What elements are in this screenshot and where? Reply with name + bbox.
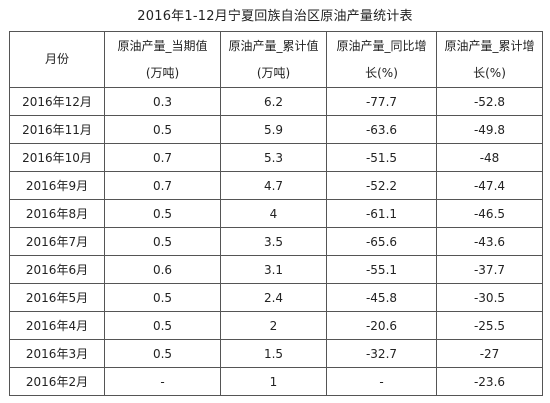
table-row: 2016年8月 0.5 4 -61.1 -46.5 (9, 199, 543, 228)
header-yoy-growth-line2: 长(%) (365, 65, 398, 80)
cell-month: 2016年8月 (9, 199, 105, 228)
cell-yoy-growth: -55.1 (326, 255, 437, 284)
table-row: 2016年6月 0.6 3.1 -55.1 -37.7 (9, 255, 543, 284)
cell-month: 2016年7月 (9, 227, 105, 256)
cell-cumulative-growth: -25.5 (436, 311, 543, 340)
cell-cumulative-growth: -27 (436, 339, 543, 368)
header-month-label: 月份 (44, 52, 69, 66)
table-row: 2016年11月 0.5 5.9 -63.6 -49.8 (9, 115, 543, 144)
cell-month: 2016年4月 (9, 311, 105, 340)
table-row: 2016年5月 0.5 2.4 -45.8 -30.5 (9, 283, 543, 312)
cell-cumulative-value: 5.9 (220, 115, 327, 144)
cell-cumulative-growth: -43.6 (436, 227, 543, 256)
table-row: 2016年10月 0.7 5.3 -51.5 -48 (9, 143, 543, 172)
table-row: 2016年9月 0.7 4.7 -52.2 -47.4 (9, 171, 543, 200)
cell-cumulative-value: 6.2 (220, 87, 327, 116)
table-row: 2016年4月 0.5 2 -20.6 -25.5 (9, 311, 543, 340)
cell-current-value: 0.5 (104, 115, 221, 144)
cell-cumulative-growth: -48 (436, 143, 543, 172)
cell-month: 2016年10月 (9, 143, 105, 172)
cell-cumulative-growth: -46.5 (436, 199, 543, 228)
header-yoy-growth-line1: 原油产量_同比增 (336, 38, 427, 53)
cell-cumulative-value: 4 (220, 199, 327, 228)
cell-cumulative-value: 4.7 (220, 171, 327, 200)
cell-yoy-growth: -45.8 (326, 283, 437, 312)
cell-yoy-growth: -65.6 (326, 227, 437, 256)
cell-month: 2016年5月 (9, 283, 105, 312)
cell-cumulative-growth: -37.7 (436, 255, 543, 284)
cell-yoy-growth: -51.5 (326, 143, 437, 172)
cell-month: 2016年3月 (9, 339, 105, 368)
cell-cumulative-value: 3.5 (220, 227, 327, 256)
cell-cumulative-value: 1 (220, 367, 327, 396)
header-cumulative-growth-line2: 长(%) (473, 65, 506, 80)
cell-yoy-growth: -52.2 (326, 171, 437, 200)
header-current-value-line1: 原油产量_当期值 (117, 38, 208, 53)
cell-current-value: - (104, 367, 221, 396)
cell-current-value: 0.5 (104, 311, 221, 340)
cell-month: 2016年12月 (9, 87, 105, 116)
header-yoy-growth: 原油产量_同比增 长(%) (326, 31, 437, 88)
cell-yoy-growth: -63.6 (326, 115, 437, 144)
cell-yoy-growth: - (326, 367, 437, 396)
cell-cumulative-value: 1.5 (220, 339, 327, 368)
header-cumulative-growth: 原油产量_累计增 长(%) (436, 31, 543, 88)
cell-current-value: 0.5 (104, 339, 221, 368)
cell-month: 2016年11月 (9, 115, 105, 144)
cell-current-value: 0.7 (104, 171, 221, 200)
cell-month: 2016年9月 (9, 171, 105, 200)
header-current-value-line2: (万吨) (145, 65, 180, 80)
table-title: 2016年1-12月宁夏回族自治区原油产量统计表 (137, 9, 413, 24)
cell-current-value: 0.5 (104, 199, 221, 228)
cell-yoy-growth: -77.7 (326, 87, 437, 116)
header-cumulative-value: 原油产量_累计值 (万吨) (220, 31, 327, 88)
header-cumulative-value-line2: (万吨) (256, 65, 291, 80)
cell-cumulative-value: 5.3 (220, 143, 327, 172)
cell-yoy-growth: -61.1 (326, 199, 437, 228)
table-row: 2016年12月 0.3 6.2 -77.7 -52.8 (9, 87, 543, 116)
table-row: 2016年2月 - 1 - -23.6 (9, 367, 543, 396)
cell-month: 2016年6月 (9, 255, 105, 284)
cell-current-value: 0.5 (104, 227, 221, 256)
cell-cumulative-growth: -47.4 (436, 171, 543, 200)
cell-current-value: 0.5 (104, 283, 221, 312)
cell-month: 2016年2月 (9, 367, 105, 396)
cell-current-value: 0.3 (104, 87, 221, 116)
table-row: 2016年7月 0.5 3.5 -65.6 -43.6 (9, 227, 543, 256)
cell-cumulative-growth: -23.6 (436, 367, 543, 396)
cell-cumulative-value: 3.1 (220, 255, 327, 284)
header-cumulative-value-line1: 原油产量_累计值 (228, 38, 319, 53)
cell-cumulative-growth: -30.5 (436, 283, 543, 312)
header-row: 月份 原油产量_当期值 (万吨) 原油产量_累计值 (万吨) 原油产量_同比增 … (9, 31, 543, 88)
cell-current-value: 0.7 (104, 143, 221, 172)
header-current-value: 原油产量_当期值 (万吨) (104, 31, 221, 88)
cell-cumulative-growth: -49.8 (436, 115, 543, 144)
cell-cumulative-value: 2 (220, 311, 327, 340)
crude-oil-output-table: 月份 原油产量_当期值 (万吨) 原油产量_累计值 (万吨) 原油产量_同比增 … (9, 31, 543, 396)
header-cumulative-growth-line1: 原油产量_累计增 (444, 38, 535, 53)
table-row: 2016年3月 0.5 1.5 -32.7 -27 (9, 339, 543, 368)
header-month: 月份 (9, 31, 105, 88)
cell-yoy-growth: -32.7 (326, 339, 437, 368)
cell-cumulative-growth: -52.8 (436, 87, 543, 116)
cell-yoy-growth: -20.6 (326, 311, 437, 340)
cell-current-value: 0.6 (104, 255, 221, 284)
cell-cumulative-value: 2.4 (220, 283, 327, 312)
